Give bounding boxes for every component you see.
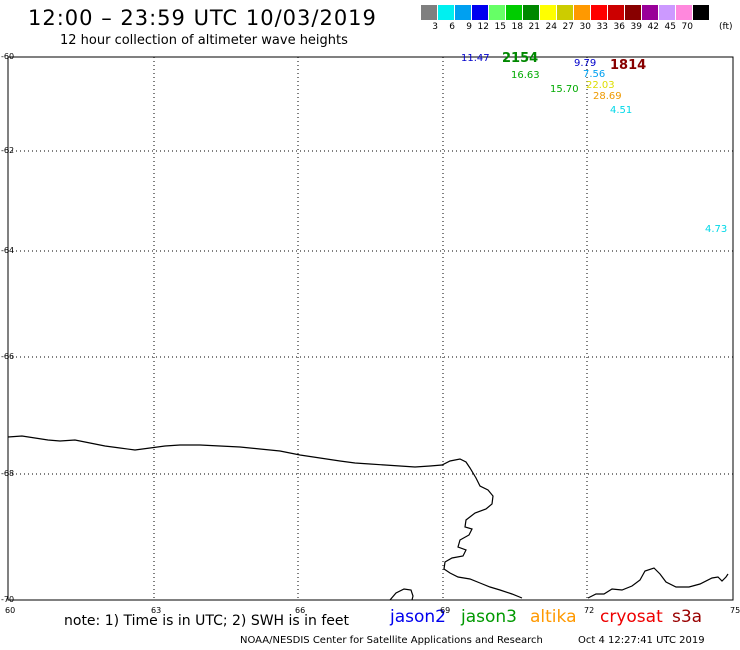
longitude-label: 72	[584, 606, 595, 615]
colorbar-label: 30	[579, 22, 591, 32]
colorbar-label: 33	[596, 22, 608, 32]
colorbar-swatch	[472, 5, 489, 20]
colorbar-label: 18	[511, 22, 523, 32]
map-gridlines	[8, 57, 733, 600]
wave-height-value: 4.51	[610, 105, 633, 116]
latitude-label: -60	[1, 52, 15, 61]
credit-text: NOAA/NESDIS Center for Satellite Applica…	[240, 635, 543, 646]
wave-height-colorbar	[421, 5, 710, 20]
colorbar-label: 21	[528, 22, 540, 32]
satellite-legend-jason3: jason3	[461, 607, 517, 627]
colorbar-swatch	[489, 5, 506, 20]
colorbar-label: 12	[477, 22, 489, 32]
colorbar-swatch	[625, 5, 642, 20]
colorbar-label: 3	[432, 22, 438, 32]
latitude-label: -70	[1, 595, 15, 604]
wave-height-value: 28.69	[593, 91, 622, 102]
footer-note: note: 1) Time is in UTC; 2) SWH is in fe…	[64, 613, 350, 629]
colorbar-swatch	[574, 5, 591, 20]
colorbar-labels: 3 6 9 12 15 18 21 24 27 30 33 36 39 42 45 70	[421, 22, 693, 32]
colorbar-label: 6	[449, 22, 455, 32]
latitude-label: -66	[1, 352, 15, 361]
colorbar-swatch	[676, 5, 693, 20]
colorbar-swatch	[540, 5, 557, 20]
satellite-track-id: 2154	[502, 51, 539, 66]
wave-height-value: 4.73	[705, 224, 728, 235]
satellite-track-id: 1814	[610, 58, 647, 73]
longitude-label: 75	[730, 606, 740, 615]
colorbar-label: 45	[664, 22, 676, 32]
latitude-label: -68	[1, 469, 15, 478]
colorbar-swatch	[693, 5, 710, 20]
wave-height-value: 15.70	[550, 84, 579, 95]
generated-timestamp: Oct 4 12:27:41 UTC 2019	[578, 635, 705, 646]
longitude-label: 69	[440, 606, 451, 615]
satellite-legend-s3a: s3a	[672, 607, 703, 627]
map-frame	[7, 56, 734, 601]
coastline-east	[587, 567, 729, 599]
wave-height-value: 7.56	[583, 69, 606, 80]
colorbar-label: 42	[647, 22, 659, 32]
colorbar-swatch	[438, 5, 455, 20]
colorbar-swatch	[659, 5, 676, 20]
colorbar-swatch	[591, 5, 608, 20]
colorbar-label: 39	[630, 22, 642, 32]
satellite-legend-jason2: jason2	[390, 607, 446, 627]
longitude-label: 63	[151, 606, 162, 615]
wave-height-value: 22.03	[586, 80, 615, 91]
colorbar-swatch	[557, 5, 574, 20]
colorbar-label: 24	[545, 22, 557, 32]
colorbar-swatch	[421, 5, 438, 20]
latitude-label: -64	[1, 246, 15, 255]
wave-height-value: 9.79	[574, 58, 597, 69]
colorbar-label: 27	[562, 22, 574, 32]
wave-height-value: 16.63	[511, 70, 540, 81]
colorbar-label: 9	[466, 22, 472, 32]
wave-height-value: 11.47	[461, 53, 490, 64]
colorbar-unit: (ft)	[719, 22, 733, 32]
latitude-label: -62	[1, 146, 15, 155]
colorbar-swatch	[642, 5, 659, 20]
colorbar-swatch	[506, 5, 523, 20]
colorbar-swatch	[608, 5, 625, 20]
colorbar-swatch	[523, 5, 540, 20]
colorbar-label: 36	[613, 22, 625, 32]
colorbar-label: 15	[494, 22, 506, 32]
map-title: 12:00 – 23:59 UTC 10/03/2019	[28, 6, 377, 30]
longitude-label: 60	[5, 606, 16, 615]
colorbar-label: 70	[681, 22, 693, 32]
satellite-legend-cryosat: cryosat	[600, 607, 663, 627]
longitude-label: 66	[295, 606, 306, 615]
colorbar-swatch	[455, 5, 472, 20]
map-subtitle: 12 hour collection of altimeter wave hei…	[60, 33, 348, 48]
coastline	[7, 435, 523, 599]
coastline-south	[389, 588, 414, 601]
satellite-legend-altika: altika	[530, 607, 577, 627]
